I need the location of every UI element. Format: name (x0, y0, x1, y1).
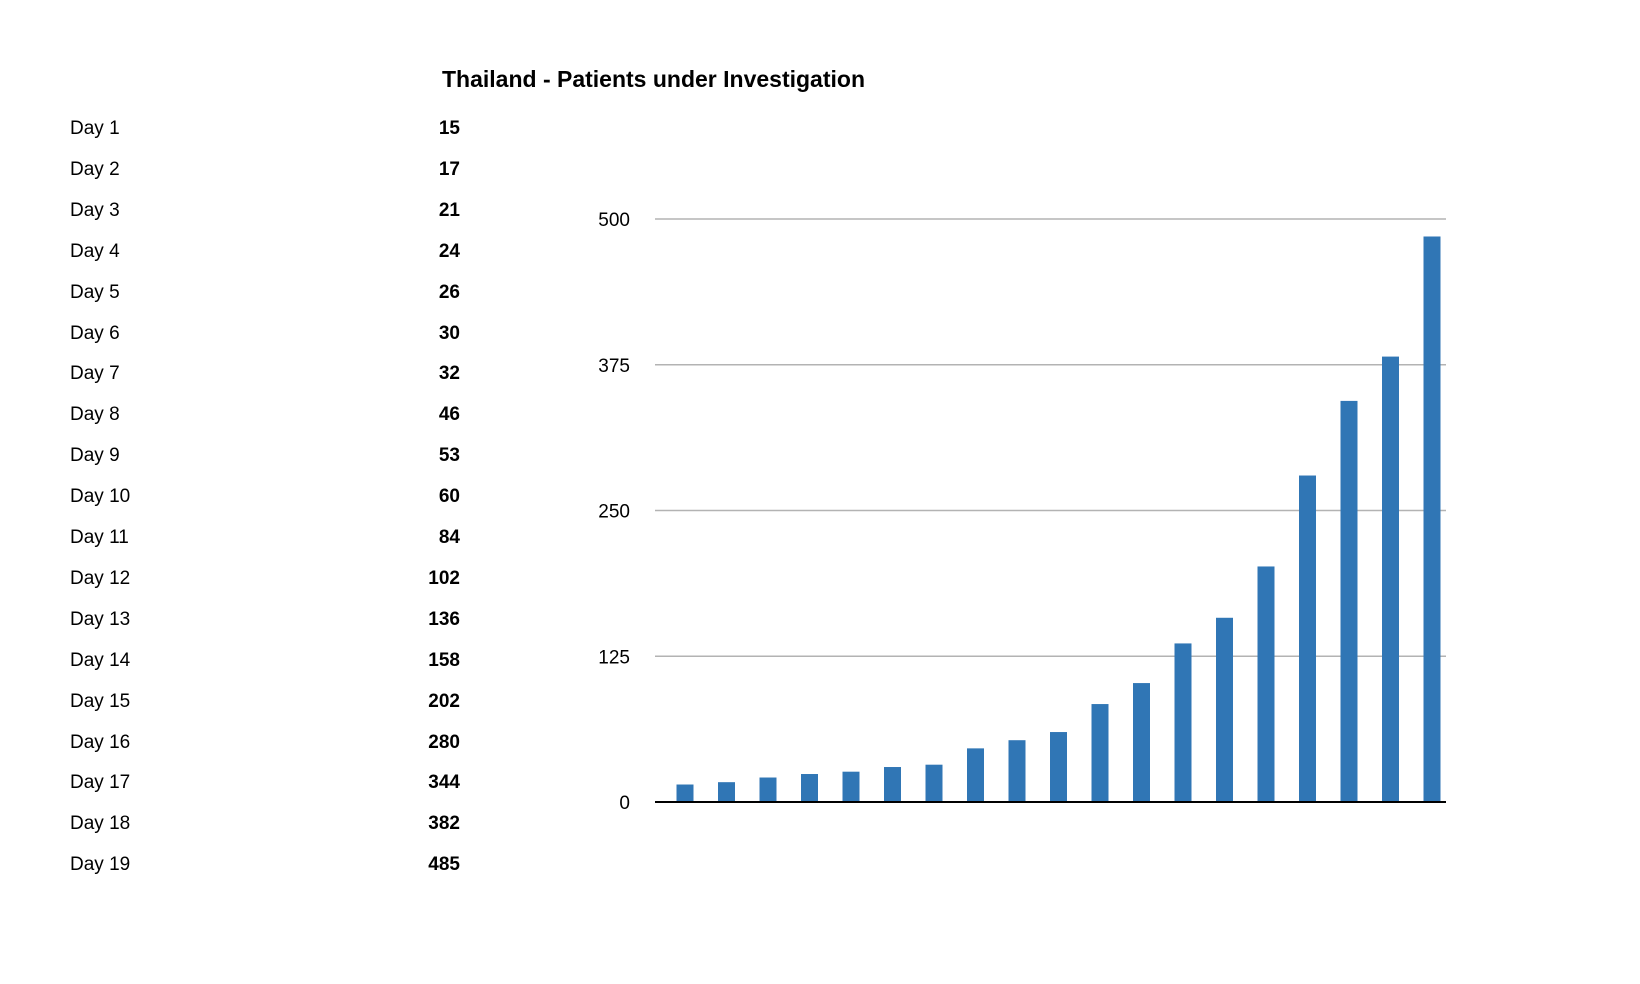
bar (1299, 475, 1316, 802)
bar (1174, 643, 1192, 802)
row-value: 84 (438, 527, 460, 548)
bar (801, 774, 818, 802)
row-value: 30 (438, 322, 460, 344)
row-label: Day 12 (70, 567, 131, 589)
row-value: 202 (428, 690, 460, 712)
row-value: 102 (428, 567, 460, 589)
bar (884, 767, 901, 802)
bar (1050, 732, 1067, 802)
table-row: Day 12 102 (70, 568, 460, 598)
row-label: Day 13 (70, 608, 131, 630)
row-value: 382 (428, 813, 460, 835)
table-row: Day 14 158 (70, 650, 460, 680)
row-label: Day 15 (70, 690, 131, 712)
table-row: Day 19 485 (70, 854, 460, 884)
row-label: Day 5 (70, 281, 120, 303)
row-value: 17 (438, 158, 460, 180)
bar (925, 764, 943, 802)
row-label: Day 1 (70, 118, 120, 139)
table-row: Day 18 382 (70, 813, 460, 843)
row-label: Day 9 (70, 445, 120, 467)
row-value: 53 (438, 445, 460, 467)
row-label: Day 14 (70, 649, 131, 671)
row-value: 344 (428, 772, 460, 794)
row-label: Day 11 (70, 527, 129, 548)
table-row: Day 11 84 (70, 527, 460, 557)
bar (1340, 400, 1358, 802)
row-value: 46 (438, 404, 460, 426)
row-label: Day 2 (70, 158, 120, 180)
page-title: Thailand - Patients under Investigation (442, 66, 865, 92)
row-value: 60 (438, 486, 460, 508)
table-row: Day 7 32 (70, 363, 460, 393)
bar (1216, 617, 1233, 802)
row-label: Day 3 (70, 199, 120, 221)
row-label: Day 18 (70, 813, 131, 835)
bar (967, 748, 984, 802)
table-row: Day 17 344 (70, 772, 460, 802)
row-label: Day 10 (70, 486, 131, 508)
row-value: 485 (428, 854, 460, 876)
y-tick-label: 250 (598, 502, 630, 523)
row-value: 32 (438, 363, 460, 385)
row-value: 15 (438, 118, 460, 139)
table-row: Day 16 280 (70, 732, 460, 762)
row-label: Day 8 (70, 404, 120, 426)
row-label: Day 19 (70, 854, 131, 876)
row-label: Day 17 (70, 772, 131, 794)
y-tick-label: 0 (619, 793, 630, 814)
row-value: 21 (438, 199, 460, 221)
bar (718, 782, 735, 802)
row-value: 24 (438, 240, 460, 262)
bar (1133, 683, 1150, 802)
y-tick-label: 375 (598, 356, 630, 377)
table-row: Day 8 46 (70, 404, 460, 434)
table-row: Day 4 24 (70, 241, 460, 271)
bar (676, 784, 694, 802)
row-label: Day 7 (70, 363, 120, 385)
table-row: Day 10 60 (70, 486, 460, 516)
bar (1423, 236, 1441, 803)
row-label: Day 6 (70, 322, 120, 344)
row-label: Day 16 (70, 731, 131, 753)
table-row: Day 5 26 (70, 282, 460, 312)
row-value: 26 (438, 281, 460, 303)
bar (1008, 740, 1026, 802)
table-row: Day 2 17 (70, 159, 460, 189)
table-row: Day 3 21 (70, 200, 460, 230)
row-label: Day 4 (70, 240, 120, 262)
row-value: 280 (428, 731, 460, 753)
y-tick-label: 125 (598, 647, 630, 668)
table-row: Day 15 202 (70, 691, 460, 721)
table-row: Day 6 30 (70, 323, 460, 353)
y-tick-label: 500 (598, 210, 630, 231)
bar (759, 777, 777, 802)
table-row: Day 1 15 (70, 118, 460, 148)
bar (1091, 704, 1109, 802)
bar (1257, 566, 1275, 802)
bar (842, 771, 860, 802)
row-value: 136 (428, 608, 460, 630)
bar (1382, 356, 1399, 802)
table-row: Day 13 136 (70, 609, 460, 639)
table-row: Day 9 53 (70, 445, 460, 475)
row-value: 158 (428, 649, 460, 671)
